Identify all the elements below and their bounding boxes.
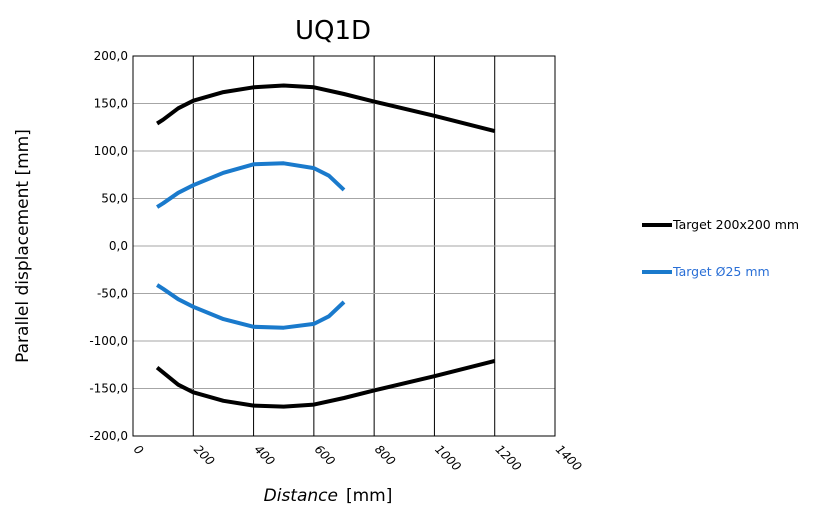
y-tick-label: 50,0 — [101, 192, 128, 206]
y-tick-label: -100,0 — [89, 334, 128, 348]
x-axis-label: Distance [mm] — [264, 486, 393, 506]
x-tick-label: 400 — [251, 442, 277, 468]
plot-border — [132, 55, 556, 437]
x-axis-label-italic: Distance — [264, 486, 338, 506]
y-axis-label: Parallel displacement [mm] — [13, 129, 33, 363]
y-tick-label: -50,0 — [97, 287, 128, 301]
x-tick-label: 200 — [191, 442, 217, 468]
x-tick-labels: 0 200 400 600 800 1000 1200 1400 — [131, 442, 585, 474]
y-tick-label: 0,0 — [109, 239, 128, 253]
y-tick-label: 100,0 — [94, 144, 128, 158]
x-tick-label: 1400 — [553, 442, 585, 474]
legend-label: Target 200x200 mm — [672, 217, 799, 232]
x-tick-label: 800 — [372, 442, 398, 468]
series-lines — [155, 83, 496, 409]
y-tick-label: -150,0 — [89, 382, 128, 396]
legend-label: Target Ø25 mm — [672, 264, 770, 279]
x-tick-label: 0 — [131, 442, 147, 458]
grid-lines — [133, 56, 555, 436]
y-tick-label: 150,0 — [94, 97, 128, 111]
series-line — [155, 358, 496, 409]
chart-title: UQ1D — [295, 16, 371, 46]
series-line — [156, 161, 346, 209]
x-tick-label: 1200 — [493, 442, 525, 474]
legend: Target 200x200 mm Target Ø25 mm — [642, 217, 799, 279]
y-tick-labels: 200,0 150,0 100,0 50,0 0,0 -50,0 -100,0 -150,0 -… — [89, 49, 128, 443]
x-tick-label: 1000 — [432, 442, 464, 474]
x-tick-label: 600 — [312, 442, 338, 468]
y-tick-label: -200,0 — [89, 429, 128, 443]
series-line — [156, 83, 496, 134]
y-tick-label: 200,0 — [94, 49, 128, 63]
x-axis-label-unit: [mm] — [346, 486, 392, 506]
series-line — [156, 283, 346, 330]
